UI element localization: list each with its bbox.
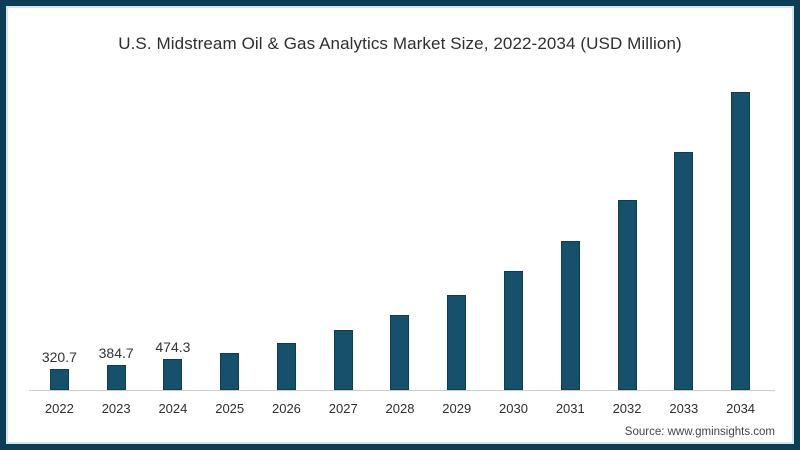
bar-slot — [655, 152, 712, 390]
bar-slot: 320.7 — [31, 349, 88, 390]
source-credit: Source: www.gminsights.com — [624, 426, 775, 438]
x-tick-label: 2031 — [555, 401, 585, 416]
bar — [333, 330, 353, 390]
bar — [276, 343, 296, 390]
x-tick-label: 2022 — [44, 401, 74, 416]
bar — [447, 295, 467, 390]
bar-value-label: 320.7 — [41, 349, 77, 365]
x-tick-label: 2032 — [612, 401, 642, 416]
bar-value-label: 474.3 — [155, 339, 191, 355]
x-tick-label: 2024 — [158, 401, 188, 416]
bar-slot — [372, 315, 429, 390]
x-tick-label: 2029 — [442, 401, 472, 416]
bar — [674, 152, 694, 390]
bar-slot: 384.7 — [88, 345, 145, 390]
x-tick-label: 2033 — [669, 401, 699, 416]
bar-slot: 474.3 — [145, 339, 202, 390]
bar-slot — [542, 241, 599, 390]
x-tick-label: 2027 — [328, 401, 358, 416]
bar — [390, 315, 410, 390]
chart-title: U.S. Midstream Oil & Gas Analytics Marke… — [118, 34, 682, 53]
x-tick-label: 2023 — [101, 401, 131, 416]
bar — [560, 241, 580, 390]
bar-slot — [428, 295, 485, 390]
bar-slot — [599, 200, 656, 390]
bar — [106, 365, 126, 390]
x-axis-labels: 2022 2023 2024 2025 2026 2027 2028 2029 2030 2031… — [31, 401, 769, 416]
bar-value-label: 384.7 — [98, 345, 134, 361]
bar — [617, 200, 637, 390]
bar-slot — [712, 92, 769, 390]
bar — [504, 271, 523, 390]
x-tick-label: 2030 — [499, 401, 528, 416]
bar — [49, 369, 69, 390]
x-tick-label: 2026 — [271, 401, 301, 416]
bar — [163, 359, 183, 390]
x-tick-label: 2028 — [385, 401, 415, 416]
bar-slot — [201, 353, 258, 390]
bar-slot — [315, 330, 372, 390]
plot-area: 320.7 384.7 474.3 — [31, 6, 769, 390]
bar — [220, 353, 240, 390]
x-tick-label: 2034 — [726, 401, 756, 416]
bar-slot — [485, 271, 542, 390]
bar-slot — [258, 343, 315, 390]
x-tick-label: 2025 — [215, 401, 245, 416]
bar — [731, 92, 751, 390]
x-axis-line — [29, 390, 775, 391]
